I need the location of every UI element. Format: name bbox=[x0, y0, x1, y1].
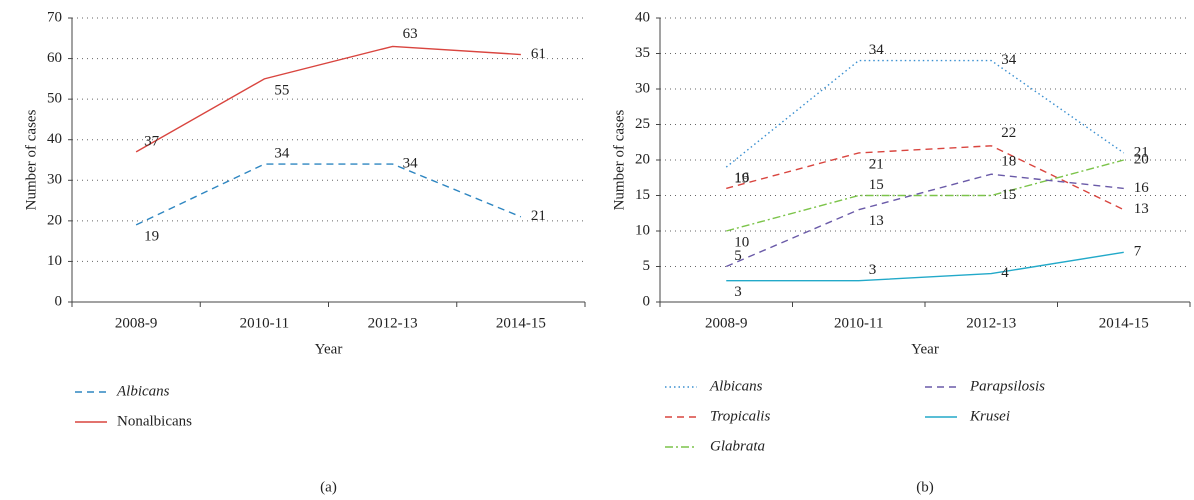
data-label: 34 bbox=[869, 42, 885, 58]
line bbox=[725, 173, 1124, 268]
x-tick-label: 2014-15 bbox=[1099, 315, 1149, 331]
data-label: 37 bbox=[144, 133, 160, 149]
y-tick-label: 30 bbox=[635, 80, 650, 96]
data-label: 22 bbox=[1001, 125, 1016, 141]
data-label: 21 bbox=[1134, 144, 1149, 160]
y-axis-label: Number of cases bbox=[23, 109, 39, 210]
data-label: 10 bbox=[734, 234, 749, 250]
data-label: 5 bbox=[734, 248, 742, 264]
legend-label: Krusei bbox=[969, 408, 1010, 424]
caption: (b) bbox=[916, 479, 934, 495]
data-label: 34 bbox=[1001, 52, 1017, 68]
y-tick-label: 0 bbox=[643, 293, 651, 309]
data-label: 20 bbox=[1134, 151, 1149, 167]
caption: (a) bbox=[320, 479, 337, 495]
y-tick-label: 20 bbox=[47, 212, 62, 228]
data-label: 16 bbox=[1134, 180, 1150, 196]
data-label: 19 bbox=[734, 171, 749, 187]
x-tick-label: 2008-9 bbox=[115, 315, 158, 331]
data-label: 3 bbox=[734, 284, 742, 300]
data-label: 15 bbox=[1001, 187, 1016, 203]
data-label: 34 bbox=[403, 155, 419, 171]
data-label: 3 bbox=[869, 262, 877, 278]
y-tick-label: 20 bbox=[635, 151, 650, 167]
y-tick-label: 25 bbox=[635, 116, 650, 132]
data-label: 4 bbox=[1001, 265, 1009, 281]
data-label: 61 bbox=[531, 46, 546, 62]
line bbox=[726, 145, 1125, 211]
line bbox=[135, 163, 522, 226]
x-tick-label: 2014-15 bbox=[496, 315, 546, 331]
line bbox=[726, 251, 1124, 282]
data-label: 18 bbox=[1001, 154, 1016, 170]
legend-label: Tropicalis bbox=[710, 408, 770, 424]
y-tick-label: 10 bbox=[635, 222, 650, 238]
y-tick-label: 10 bbox=[47, 253, 62, 269]
x-tick-label: 2010-11 bbox=[834, 315, 883, 331]
x-tick-label: 2012-13 bbox=[966, 315, 1016, 331]
legend-label: Parapsilosis bbox=[969, 378, 1045, 394]
legend-label: Albicans bbox=[709, 378, 763, 394]
line bbox=[725, 59, 1125, 168]
data-label: 13 bbox=[869, 213, 884, 229]
x-tick-label: 2008-9 bbox=[705, 315, 748, 331]
line bbox=[726, 159, 1124, 232]
data-label: 21 bbox=[531, 208, 546, 224]
line bbox=[135, 45, 521, 153]
x-axis-label: Year bbox=[315, 341, 343, 357]
y-tick-label: 30 bbox=[47, 172, 62, 188]
y-tick-label: 70 bbox=[47, 9, 62, 25]
y-tick-label: 50 bbox=[47, 91, 62, 107]
data-label: 15 bbox=[869, 177, 884, 193]
x-tick-label: 2010-11 bbox=[240, 315, 289, 331]
x-axis-label: Year bbox=[911, 341, 939, 357]
legend-label: Albicans bbox=[116, 383, 170, 399]
x-tick-label: 2012-13 bbox=[368, 315, 418, 331]
y-tick-label: 40 bbox=[635, 9, 650, 25]
data-label: 13 bbox=[1134, 201, 1149, 217]
y-axis-label: Number of cases bbox=[611, 109, 627, 210]
data-label: 55 bbox=[274, 82, 289, 98]
y-tick-label: 40 bbox=[47, 131, 62, 147]
y-tick-label: 5 bbox=[643, 258, 651, 274]
data-label: 63 bbox=[403, 26, 418, 42]
y-tick-label: 60 bbox=[47, 50, 62, 66]
y-tick-label: 0 bbox=[55, 293, 63, 309]
y-tick-label: 15 bbox=[635, 187, 650, 203]
data-label: 7 bbox=[1134, 244, 1142, 260]
legend-label: Nonalbicans bbox=[117, 413, 192, 429]
data-label: 21 bbox=[869, 156, 884, 172]
data-label: 34 bbox=[274, 145, 290, 161]
y-tick-label: 35 bbox=[635, 45, 650, 61]
legend-label: Glabrata bbox=[710, 438, 765, 454]
data-label: 19 bbox=[144, 228, 159, 244]
data-label: 16 bbox=[734, 170, 750, 186]
